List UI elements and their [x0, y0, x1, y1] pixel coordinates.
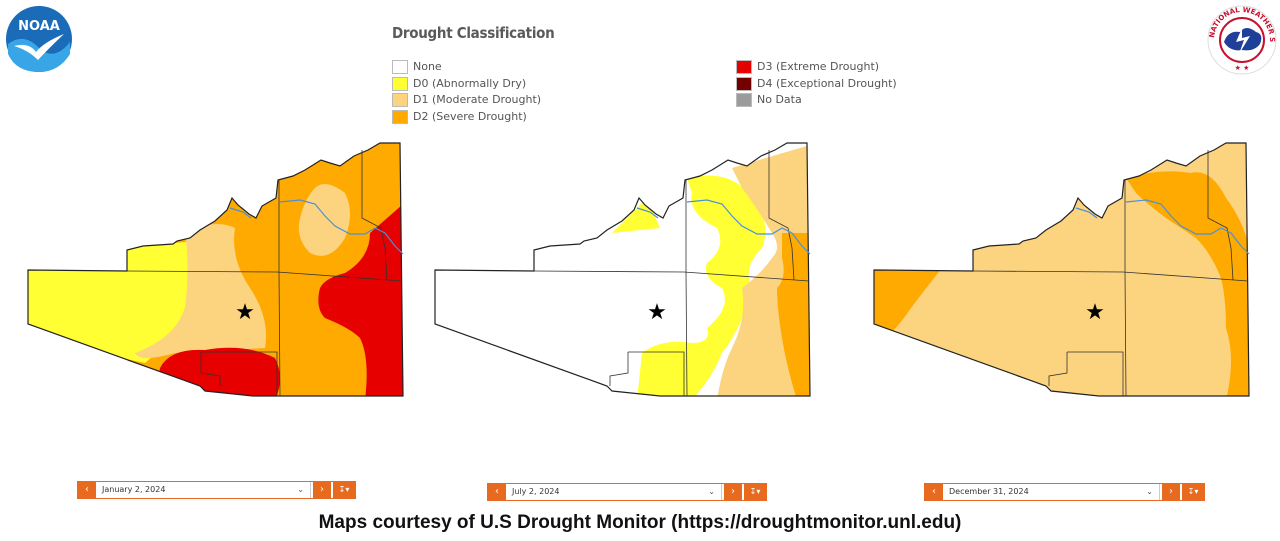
county-lines	[1048, 351, 1124, 396]
legend-item-d4: D4 (Exceptional Drought)	[736, 76, 897, 91]
legend-item-nodata: No Data	[736, 92, 802, 107]
download-icon[interactable]: ↧▾	[333, 482, 355, 498]
d0-region	[612, 198, 660, 233]
date-select[interactable]: January 2, 2024 ⌄	[96, 482, 311, 498]
legend-label: D4 (Exceptional Drought)	[757, 77, 897, 90]
chevron-down-icon: ⌄	[1146, 487, 1153, 496]
prev-date-button[interactable]: ‹	[925, 484, 943, 500]
river	[636, 199, 811, 255]
prev-date-button[interactable]: ‹	[78, 482, 96, 498]
county-lines	[972, 150, 1249, 397]
star-icon: ★	[647, 300, 667, 325]
swatch-d4	[736, 76, 752, 91]
region-outline	[873, 142, 1250, 397]
d2-region	[874, 258, 946, 333]
legend-label: D1 (Moderate Drought)	[413, 93, 542, 106]
next-date-button[interactable]: ›	[1162, 484, 1180, 500]
legend-label: D0 (Abnormally Dry)	[413, 77, 527, 90]
legend-label: None	[413, 60, 442, 73]
download-icon[interactable]: ↧▾	[1182, 484, 1204, 500]
date-picker-december: ‹ December 31, 2024 ⌄ › ↧▾	[924, 483, 1205, 501]
chevron-down-icon: ⌄	[297, 485, 304, 494]
river	[229, 199, 404, 255]
swatch-d1	[392, 92, 408, 107]
legend-item-d0: D0 (Abnormally Dry)	[392, 76, 526, 91]
county-lines	[533, 150, 810, 397]
date-picker-january: ‹ January 2, 2024 ⌄ › ↧▾	[77, 481, 356, 499]
county-lines	[126, 150, 403, 397]
noaa-logo: NOAA	[4, 4, 74, 74]
star-icon: ★	[235, 300, 255, 325]
river	[1075, 199, 1250, 255]
legend-item-d2: D2 (Severe Drought)	[392, 109, 527, 124]
drought-map-july: ★	[432, 138, 817, 400]
region-outline	[27, 142, 404, 397]
date-value: January 2, 2024	[102, 485, 166, 494]
d3-region	[318, 198, 403, 396]
county-lines	[200, 351, 278, 396]
region-outline	[434, 142, 811, 397]
prev-date-button[interactable]: ‹	[488, 484, 506, 500]
svg-text:NOAA: NOAA	[18, 19, 60, 34]
legend-item-none: None	[392, 59, 442, 74]
date-value: July 2, 2024	[512, 487, 560, 496]
chevron-down-icon: ⌄	[708, 487, 715, 496]
caption: Maps courtesy of U.S Drought Monitor (ht…	[318, 512, 962, 533]
legend-label: D3 (Extreme Drought)	[757, 60, 880, 73]
star-icon: ★	[1085, 300, 1105, 325]
legend-label: D2 (Severe Drought)	[413, 110, 527, 123]
legend-label: No Data	[757, 93, 802, 106]
date-value: December 31, 2024	[949, 487, 1029, 496]
swatch-none	[392, 59, 408, 74]
next-date-button[interactable]: ›	[724, 484, 742, 500]
swatch-d2	[392, 109, 408, 124]
date-picker-july: ‹ July 2, 2024 ⌄ › ↧▾	[487, 483, 767, 501]
county-lines	[609, 351, 685, 396]
legend: Drought Classification None D0 (Abnormal…	[392, 22, 912, 132]
date-select[interactable]: July 2, 2024 ⌄	[506, 484, 722, 500]
legend-title: Drought Classification	[392, 24, 555, 42]
date-select[interactable]: December 31, 2024 ⌄	[943, 484, 1160, 500]
nws-logo: NATIONAL WEATHER SERVICE ★ ★	[1203, 0, 1278, 76]
download-icon[interactable]: ↧▾	[744, 484, 766, 500]
drought-map-december: ★	[871, 138, 1256, 400]
d2-region	[777, 233, 810, 396]
swatch-d3	[736, 59, 752, 74]
d1-region	[298, 184, 350, 256]
d0-region	[637, 175, 766, 396]
legend-item-d1: D1 (Moderate Drought)	[392, 92, 541, 107]
swatch-nodata	[736, 92, 752, 107]
drought-map-january: ★	[25, 138, 410, 400]
swatch-d0	[392, 76, 408, 91]
svg-text:★ ★: ★ ★	[1235, 64, 1250, 72]
d1-region	[135, 224, 266, 358]
legend-item-d3: D3 (Extreme Drought)	[736, 59, 879, 74]
next-date-button[interactable]: ›	[313, 482, 331, 498]
